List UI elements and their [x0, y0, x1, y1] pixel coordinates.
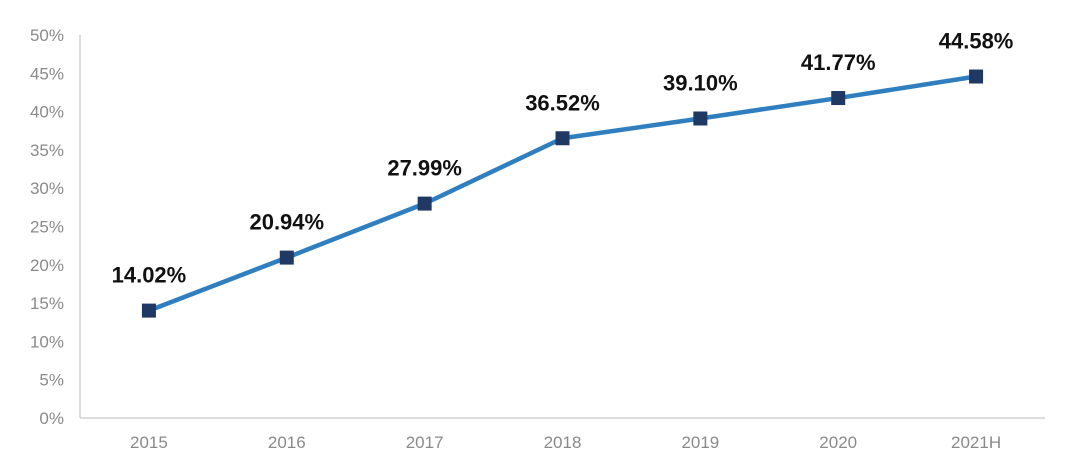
data-point-marker [831, 91, 846, 106]
y-tick-label: 35% [30, 141, 64, 160]
y-tick-label: 30% [30, 179, 64, 198]
marker-layer [141, 69, 984, 318]
data-label: 41.77% [801, 50, 876, 75]
x-tick-label: 2018 [544, 433, 582, 452]
y-tick-label: 50% [30, 26, 64, 45]
y-axis-ticks: 0% 5% 10% 15% 20% 25% 30% 35% 40% 45% 50% [30, 26, 64, 428]
data-label: 27.99% [387, 156, 462, 181]
data-point-marker [693, 111, 708, 126]
x-tick-label: 2019 [681, 433, 719, 452]
data-point-marker [141, 303, 156, 318]
data-label: 36.52% [525, 90, 600, 115]
data-label: 44.58% [939, 29, 1014, 54]
axes [79, 35, 1045, 419]
y-tick-label: 15% [30, 294, 64, 313]
x-tick-label: 2017 [406, 433, 444, 452]
y-tick-label: 25% [30, 218, 64, 237]
data-label: 20.94% [249, 210, 324, 235]
data-label: 14.02% [112, 263, 187, 288]
data-label-layer: 14.02% 20.94% 27.99% 36.52% 39.10% 41.77% 44.5… [112, 29, 1014, 288]
x-tick-label: 2021H [951, 433, 1001, 452]
x-tick-label: 2016 [268, 433, 306, 452]
data-point-marker [279, 250, 294, 265]
x-axis-ticks: 2015 2016 2017 2018 2019 2020 2021H [130, 433, 1001, 452]
x-tick-label: 2020 [819, 433, 857, 452]
y-tick-label: 40% [30, 103, 64, 122]
y-tick-label: 45% [30, 64, 64, 83]
y-tick-label: 5% [39, 371, 64, 390]
data-point-marker [555, 131, 570, 146]
data-point-marker [417, 196, 432, 211]
y-tick-label: 10% [30, 332, 64, 351]
y-tick-label: 0% [39, 409, 64, 428]
data-point-marker [969, 69, 984, 84]
y-tick-label: 20% [30, 256, 64, 275]
x-tick-label: 2015 [130, 433, 168, 452]
data-label: 39.10% [663, 70, 738, 95]
